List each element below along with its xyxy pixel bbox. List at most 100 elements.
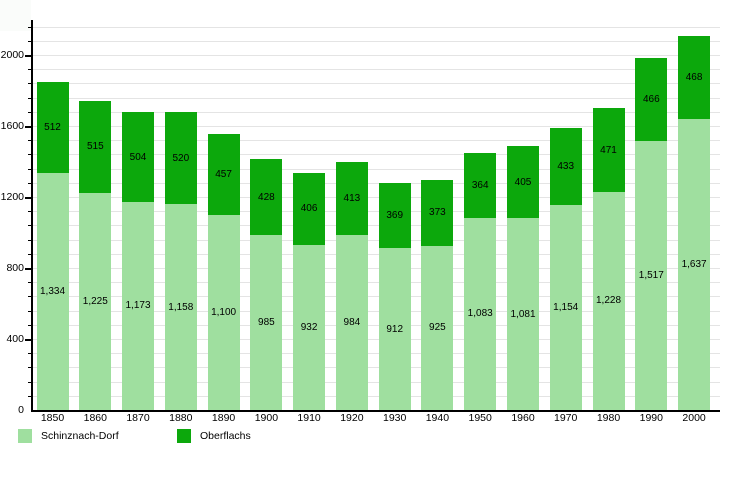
x-axis-label-1930: 1930	[383, 412, 407, 424]
x-axis-label-1970: 1970	[554, 412, 578, 424]
bar-1980: 471 1,228	[592, 108, 625, 410]
legend-label-schinznach-dorf: Schinznach-Dorf	[41, 430, 119, 442]
bar-segment-oberflachs-1960: 405	[507, 146, 539, 219]
x-axis-line	[31, 410, 720, 412]
x-axis-label-1990: 1990	[639, 412, 663, 424]
x-axis-label-1910: 1910	[297, 412, 321, 424]
x-axis-label-1980: 1980	[596, 412, 621, 424]
gridline	[33, 40, 720, 42]
y-axis-tick	[28, 310, 33, 312]
y-axis-tick	[28, 26, 33, 28]
bar-segment-schinznach-dorf-1910: 932	[293, 244, 326, 410]
y-axis-tick	[28, 69, 33, 71]
y-axis-label: 800	[6, 261, 24, 274]
gridline	[33, 211, 720, 213]
bar-segment-oberflachs-1990: 466	[635, 58, 668, 141]
bar-1940: 373 925	[421, 179, 454, 410]
gridline	[33, 324, 720, 326]
y-axis-tick	[28, 282, 33, 284]
bar-segment-oberflachs-1870: 504	[122, 112, 154, 202]
bar-segment-oberflachs-1970: 433	[549, 128, 582, 206]
bar-segment-schinznach-dorf-1980: 1,228	[592, 191, 625, 410]
bar-segment-oberflachs-1920: 413	[335, 162, 368, 236]
y-axis-tick	[28, 395, 33, 397]
gridline	[33, 126, 720, 127]
corner-artifact	[0, 0, 31, 31]
y-axis-tick	[28, 140, 33, 142]
bar-segment-schinznach-dorf-1960: 1,081	[507, 218, 539, 410]
bar-segment-schinznach-dorf-1920: 984	[335, 235, 368, 410]
x-axis-label-1960: 1960	[511, 412, 535, 424]
bar-segment-oberflachs-2000: 468	[678, 36, 711, 120]
y-axis-label: 0	[18, 403, 24, 416]
bar-segment-oberflachs-1880: 520	[164, 112, 197, 205]
y-axis-tick	[28, 111, 33, 113]
bar-segment-schinznach-dorf-1890: 1,100	[207, 214, 240, 410]
gridline	[33, 140, 720, 142]
y-axis-label: 1200	[0, 190, 24, 203]
gridline	[33, 268, 720, 269]
y-axis-tick	[25, 55, 33, 57]
bar-segment-schinznach-dorf-1900: 985	[250, 235, 283, 410]
gridline	[33, 154, 720, 156]
gridline	[33, 168, 720, 170]
gridline	[33, 111, 720, 113]
gridline	[33, 395, 720, 397]
bar-segment-schinznach-dorf-1850: 1,334	[36, 173, 69, 410]
bar-1920: 413 984	[335, 162, 368, 410]
bar-1900: 428 985	[250, 159, 283, 410]
bar-segment-schinznach-dorf-1870: 1,173	[122, 201, 154, 410]
y-axis-tick	[28, 253, 33, 255]
x-axis-label-1870: 1870	[126, 412, 150, 424]
gridline	[33, 83, 720, 85]
y-axis-tick	[25, 268, 33, 270]
bar-segment-schinznach-dorf-1860: 1,225	[79, 192, 112, 411]
legend-swatch-schinznach-dorf	[18, 429, 32, 443]
legend-label-oberflachs: Oberflachs	[200, 430, 251, 442]
y-axis-tick	[28, 225, 33, 227]
bar-1860: 515 1,225	[79, 101, 112, 411]
gridline	[33, 339, 720, 340]
x-axis-label-1950: 1950	[468, 412, 492, 424]
bar-segment-oberflachs-1910: 406	[293, 172, 326, 245]
bar-segment-schinznach-dorf-1930: 912	[378, 248, 411, 410]
y-axis-tick	[25, 126, 33, 128]
bar-segment-schinznach-dorf-1990: 1,517	[635, 140, 668, 410]
x-axis-label-1920: 1920	[340, 412, 364, 424]
x-axis-label-1890: 1890	[211, 412, 236, 424]
bar-segment-oberflachs-1940: 373	[421, 179, 454, 246]
x-axis-label-1850: 1850	[40, 412, 65, 424]
gridline	[33, 282, 720, 284]
gridline	[33, 97, 720, 99]
bar-2000: 468 1,637	[678, 36, 711, 410]
x-axis-label-2000: 2000	[682, 412, 706, 424]
bar-segment-schinznach-dorf-1940: 925	[421, 245, 454, 410]
gridline	[33, 26, 720, 28]
bar-1950: 364 1,083	[464, 153, 497, 410]
y-axis-tick	[28, 182, 33, 184]
bar-segment-oberflachs-1930: 369	[378, 182, 411, 249]
y-axis-tick	[28, 353, 33, 355]
y-axis-tick	[28, 40, 33, 42]
y-axis-tick	[28, 168, 33, 170]
bar-1850: 512 1,334	[36, 82, 69, 410]
gridline	[33, 310, 720, 312]
y-axis-tick	[25, 197, 33, 199]
bar-segment-oberflachs-1900: 428	[250, 159, 283, 236]
gridline	[33, 225, 720, 227]
gridline	[33, 69, 720, 71]
gridline	[33, 381, 720, 383]
x-axis-label-1880: 1880	[169, 412, 193, 424]
bar-segment-oberflachs-1890: 457	[207, 133, 240, 215]
bar-1880: 520 1,158	[164, 112, 197, 410]
gridline	[33, 253, 720, 255]
bar-segment-schinznach-dorf-1970: 1,154	[549, 205, 582, 410]
x-axis-label-1940: 1940	[425, 412, 450, 424]
bar-1910: 406 932	[293, 172, 326, 410]
y-axis-tick	[25, 339, 33, 341]
y-axis-label: 1600	[0, 119, 24, 132]
y-axis-tick	[28, 367, 33, 369]
bar-1870: 504 1,173	[122, 112, 154, 410]
bar-segment-schinznach-dorf-1880: 1,158	[164, 204, 197, 410]
legend-swatch-oberflachs	[177, 429, 191, 443]
